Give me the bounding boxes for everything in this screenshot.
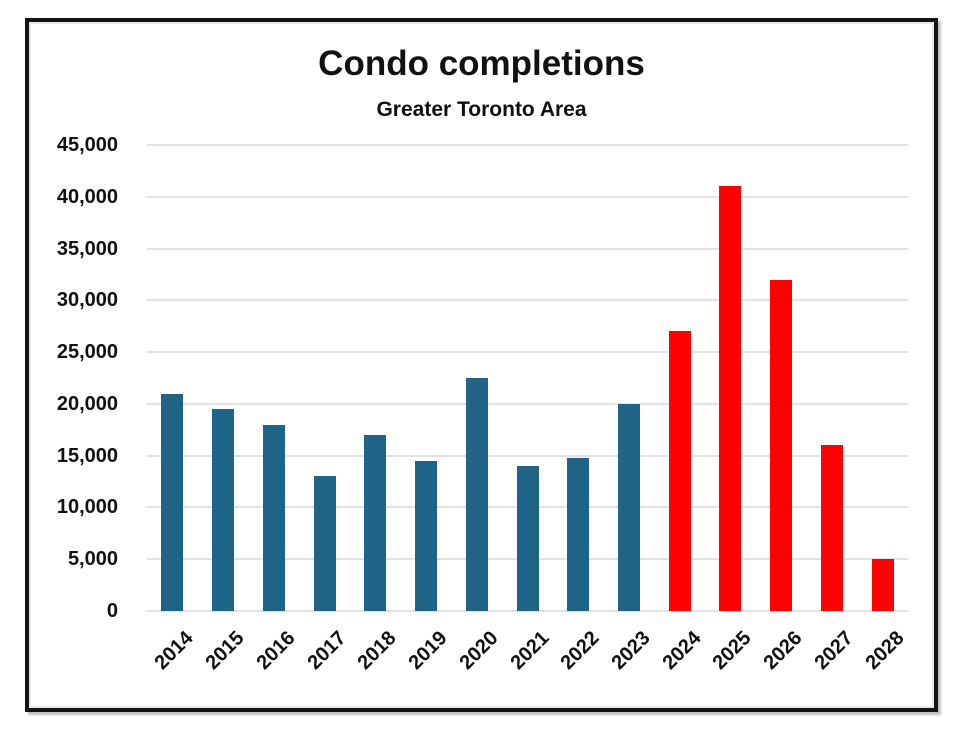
x-axis-tick-label: 2018	[353, 627, 401, 675]
y-axis-tick-label: 30,000	[56, 289, 118, 312]
bar-2024	[668, 331, 691, 611]
x-axis-tick-label: 2028	[861, 627, 909, 675]
x-axis-tick-label: 2019	[404, 627, 452, 675]
x-axis-tick-label: 2026	[759, 627, 807, 675]
gridline	[147, 144, 908, 146]
x-axis-tick-label: 2024	[658, 627, 706, 675]
bar-2021	[516, 466, 539, 611]
gridline	[147, 195, 908, 198]
chart-title: Condo completions	[318, 44, 645, 83]
x-axis-tick-label: 2015	[201, 627, 249, 675]
bar-2014	[161, 393, 184, 611]
bar-2015	[212, 409, 235, 611]
bar-2019	[415, 460, 438, 611]
bar-2026	[770, 279, 793, 611]
x-axis-tick-label: 2016	[252, 627, 300, 675]
x-axis-tick-label: 2017	[303, 627, 351, 675]
chart-subtitle: Greater Toronto Area	[376, 98, 587, 121]
gridline	[147, 454, 908, 457]
y-axis-tick-label: 40,000	[56, 185, 118, 208]
x-axis-tick-label: 2023	[607, 627, 655, 675]
chart-plot-layer: Condo completions Greater Toronto Area 0…	[29, 22, 934, 708]
y-axis-tick-label: 25,000	[56, 341, 118, 364]
bar-2016	[262, 424, 285, 611]
bar-2025	[719, 186, 742, 611]
gridline	[147, 351, 908, 354]
bar-2027	[820, 445, 843, 611]
y-axis-tick-label: 15,000	[56, 444, 118, 467]
gridline	[147, 299, 908, 302]
gridline	[147, 402, 908, 405]
bar-2028	[871, 559, 894, 611]
bar-2018	[364, 434, 387, 611]
bar-2022	[567, 457, 590, 611]
gridline	[147, 610, 908, 612]
x-axis-tick-label: 2020	[455, 627, 503, 675]
y-axis-tick-label: 45,000	[56, 134, 118, 156]
bar-2023	[617, 403, 640, 611]
y-axis-tick-label: 10,000	[56, 496, 118, 519]
y-axis-tick-label: 35,000	[56, 237, 118, 260]
y-axis-tick-label: 0	[106, 600, 118, 622]
chart-frame: Condo completions Greater Toronto Area 0…	[25, 18, 938, 712]
gridline	[147, 247, 908, 250]
x-axis-tick-label: 2014	[150, 627, 198, 675]
bar-2020	[465, 378, 488, 611]
bar-2017	[313, 476, 336, 611]
x-axis-tick-label: 2022	[556, 627, 604, 675]
x-axis-tick-label: 2021	[506, 627, 554, 675]
x-axis-tick-label: 2027	[810, 627, 858, 675]
y-axis-tick-label: 20,000	[56, 392, 118, 415]
x-axis-tick-label: 2025	[708, 627, 756, 675]
y-axis-tick-label: 5,000	[67, 548, 118, 571]
